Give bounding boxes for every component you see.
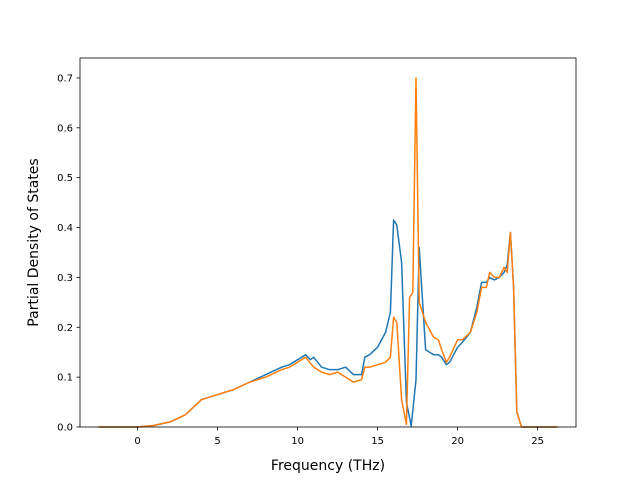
axes-frame <box>79 57 577 428</box>
x-tick-label: 5 <box>214 436 220 447</box>
series-line-2 <box>98 77 558 428</box>
x-tick-label: 10 <box>291 436 304 447</box>
y-tick-label: 0.6 <box>57 123 73 134</box>
y-tick-label: 0.7 <box>57 73 73 84</box>
x-axis-ticks: 0 5 10 15 20 25 <box>134 427 544 447</box>
x-tick-label: 25 <box>531 436 544 447</box>
y-tick-label: 0.4 <box>57 223 73 234</box>
y-tick-label: 0.0 <box>57 423 73 434</box>
plot-frame <box>79 57 577 428</box>
x-tick-label: 20 <box>451 436 464 447</box>
y-axis-ticks: 0.0 0.1 0.2 0.3 0.4 0.5 0.6 0.7 <box>57 73 80 434</box>
y-tick-label: 0.3 <box>57 273 73 284</box>
y-tick-label: 0.2 <box>57 323 73 334</box>
y-tick-label: 0.1 <box>57 373 73 384</box>
x-tick-label: 15 <box>371 436 384 447</box>
x-tick-label: 0 <box>134 436 140 447</box>
series-layer <box>98 77 558 428</box>
plot-area <box>80 58 576 427</box>
y-axis-label: Partial Density of States <box>26 158 42 326</box>
y-tick-label: 0.5 <box>57 173 73 184</box>
x-axis-label: Frequency (THz) <box>271 458 385 474</box>
